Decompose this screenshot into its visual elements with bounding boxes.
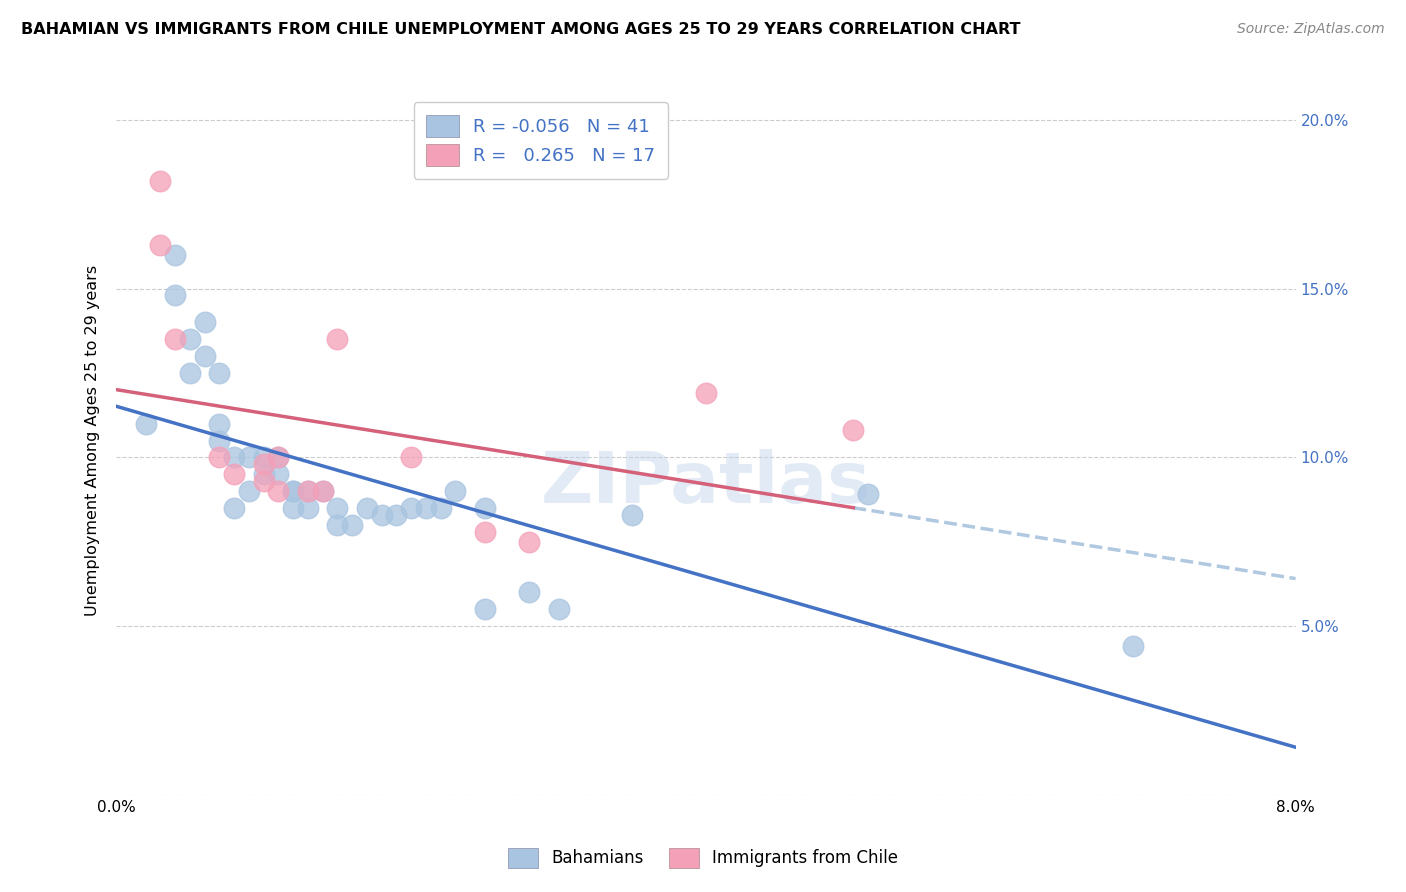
Point [253,467,276,482]
Point [267,467,290,482]
Point [621,508,644,522]
Point [370,508,392,522]
Point [208,366,231,380]
Point [267,450,290,465]
Point [179,366,201,380]
Point [399,500,422,515]
Point [224,500,246,515]
Point [253,474,276,488]
Point [340,517,363,532]
Point [474,602,496,616]
Point [326,517,349,532]
Point [311,484,333,499]
Point [194,316,217,330]
Point [326,332,349,346]
Legend: R = -0.056   N = 41, R =   0.265   N = 17: R = -0.056 N = 41, R = 0.265 N = 17 [413,103,668,179]
Point [208,450,231,465]
Point [238,484,260,499]
Point [194,349,217,363]
Point [253,450,276,465]
Point [474,524,496,539]
Text: BAHAMIAN VS IMMIGRANTS FROM CHILE UNEMPLOYMENT AMONG AGES 25 TO 29 YEARS CORRELA: BAHAMIAN VS IMMIGRANTS FROM CHILE UNEMPL… [21,22,1021,37]
Point [224,467,246,482]
Point [135,417,157,431]
Point [224,450,246,465]
Text: Source: ZipAtlas.com: Source: ZipAtlas.com [1237,22,1385,37]
Y-axis label: Unemployment Among Ages 25 to 29 years: Unemployment Among Ages 25 to 29 years [86,265,100,616]
Point [474,500,496,515]
Point [856,487,879,501]
Legend: Bahamians, Immigrants from Chile: Bahamians, Immigrants from Chile [502,841,904,875]
Point [517,585,540,599]
Point [208,417,231,431]
Point [415,500,437,515]
Point [238,450,260,465]
Point [444,484,467,499]
Point [283,500,305,515]
Point [267,484,290,499]
Point [253,457,276,471]
Point [297,484,319,499]
Point [842,424,865,438]
Point [695,386,717,401]
Text: ZIPatlas: ZIPatlas [541,449,870,517]
Point [297,484,319,499]
Point [149,238,172,252]
Point [311,484,333,499]
Point [356,500,378,515]
Point [326,500,349,515]
Point [283,484,305,499]
Point [165,288,187,302]
Point [165,332,187,346]
Point [385,508,408,522]
Point [547,602,569,616]
Point [165,248,187,262]
Point [429,500,451,515]
Point [208,434,231,448]
Point [517,534,540,549]
Point [149,174,172,188]
Point [1122,640,1144,654]
Point [283,484,305,499]
Point [297,500,319,515]
Point [267,450,290,465]
Point [399,450,422,465]
Point [179,332,201,346]
